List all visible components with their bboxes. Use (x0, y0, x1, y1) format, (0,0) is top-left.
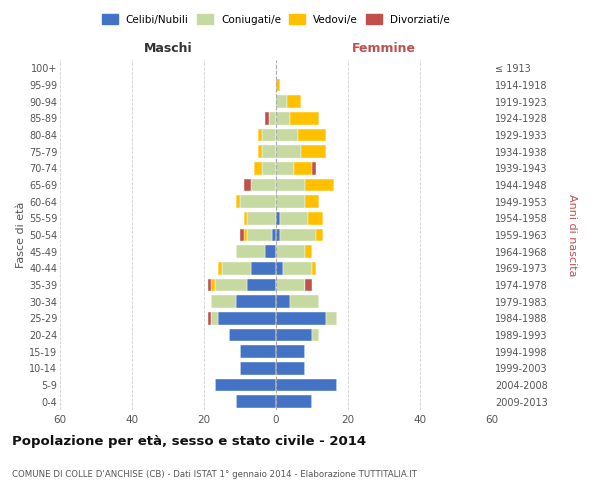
Bar (272, 229, 276, 241)
Bar (312, 329, 319, 341)
Bar (265, 112, 269, 124)
Bar (276, 279, 305, 291)
Bar (276, 262, 283, 274)
Bar (276, 146, 301, 158)
Bar (247, 212, 276, 224)
Y-axis label: Anni di nascita: Anni di nascita (567, 194, 577, 276)
Text: COMUNE DI COLLE D'ANCHISE (CB) - Dati ISTAT 1° gennaio 2014 - Elaborazione TUTTI: COMUNE DI COLLE D'ANCHISE (CB) - Dati IS… (12, 470, 417, 479)
Bar (262, 146, 276, 158)
Bar (208, 312, 211, 324)
Bar (215, 379, 276, 391)
Bar (276, 362, 305, 374)
Bar (287, 96, 301, 108)
Bar (222, 262, 251, 274)
Bar (276, 312, 326, 324)
Bar (258, 129, 262, 141)
Bar (276, 346, 305, 358)
Bar (276, 196, 305, 208)
Bar (312, 262, 316, 274)
Bar (236, 396, 276, 408)
Bar (276, 79, 280, 92)
Bar (276, 246, 305, 258)
Bar (236, 296, 276, 308)
Bar (240, 196, 276, 208)
Bar (254, 162, 262, 174)
Bar (244, 212, 247, 224)
Bar (276, 162, 294, 174)
Bar (308, 212, 323, 224)
Bar (290, 112, 319, 124)
Bar (262, 129, 276, 141)
Bar (240, 346, 276, 358)
Bar (305, 179, 334, 192)
Bar (305, 246, 312, 258)
Text: Maschi: Maschi (143, 42, 193, 55)
Bar (251, 179, 276, 192)
Bar (240, 229, 244, 241)
Text: Femmine: Femmine (352, 42, 416, 55)
Bar (280, 212, 308, 224)
Y-axis label: Fasce di età: Fasce di età (16, 202, 26, 268)
Bar (215, 279, 247, 291)
Bar (208, 279, 211, 291)
Bar (251, 262, 276, 274)
Bar (316, 229, 323, 241)
Bar (305, 279, 312, 291)
Bar (301, 146, 326, 158)
Bar (276, 179, 305, 192)
Bar (218, 312, 276, 324)
Bar (247, 229, 272, 241)
Bar (276, 296, 290, 308)
Bar (229, 329, 276, 341)
Bar (276, 212, 280, 224)
Bar (305, 196, 319, 208)
Bar (326, 312, 337, 324)
Bar (294, 162, 312, 174)
Bar (269, 112, 276, 124)
Legend: Celibi/Nubili, Coniugati/e, Vedovi/e, Divorziati/e: Celibi/Nubili, Coniugati/e, Vedovi/e, Di… (98, 10, 454, 29)
Bar (262, 162, 276, 174)
Bar (244, 179, 251, 192)
Bar (265, 246, 276, 258)
Bar (283, 262, 312, 274)
Bar (218, 262, 222, 274)
Bar (280, 229, 316, 241)
Bar (276, 379, 337, 391)
Bar (240, 362, 276, 374)
Bar (236, 196, 240, 208)
Bar (276, 329, 312, 341)
Bar (211, 279, 215, 291)
Bar (211, 312, 218, 324)
Bar (244, 229, 247, 241)
Bar (276, 396, 312, 408)
Bar (276, 129, 298, 141)
Bar (236, 246, 265, 258)
Text: Popolazione per età, sesso e stato civile - 2014: Popolazione per età, sesso e stato civil… (12, 435, 366, 448)
Bar (247, 279, 276, 291)
Bar (298, 129, 326, 141)
Bar (258, 146, 262, 158)
Bar (290, 296, 319, 308)
Bar (211, 296, 236, 308)
Bar (276, 96, 287, 108)
Bar (276, 229, 280, 241)
Bar (276, 112, 290, 124)
Bar (312, 162, 316, 174)
